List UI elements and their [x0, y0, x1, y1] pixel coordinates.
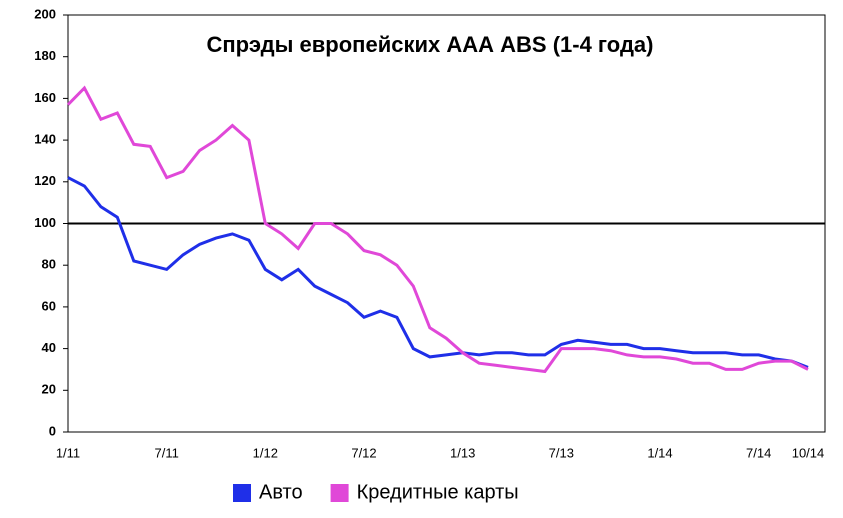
y-tick-label: 100 [34, 215, 56, 230]
x-tick-label: 1/12 [253, 445, 278, 460]
y-tick-label: 40 [42, 340, 56, 355]
y-tick-label: 60 [42, 298, 56, 313]
x-tick-label: 1/11 [56, 445, 80, 460]
y-tick-label: 120 [34, 173, 56, 188]
x-tick-label: 7/14 [746, 445, 771, 460]
y-tick-label: 0 [49, 423, 56, 438]
legend-swatch [233, 484, 251, 502]
x-tick-label: 1/13 [450, 445, 475, 460]
legend-label: Авто [259, 481, 303, 503]
y-tick-label: 140 [34, 132, 56, 147]
chart-title: Спрэды европейских ААА ABS (1-4 года) [207, 32, 654, 57]
y-tick-label: 200 [34, 6, 56, 21]
x-tick-label: 7/12 [351, 445, 376, 460]
y-tick-label: 160 [34, 90, 56, 105]
series-line [66, 85, 809, 374]
series-line [67, 176, 809, 369]
x-tick-label: 1/14 [647, 445, 672, 460]
y-tick-label: 180 [34, 48, 56, 63]
legend-label: Кредитные карты [357, 481, 519, 503]
legend-swatch [330, 484, 349, 502]
y-tick-label: 80 [42, 257, 56, 272]
x-tick-label: 7/11 [154, 445, 178, 460]
y-tick-label: 20 [42, 382, 56, 397]
x-tick-label: 10/14 [792, 445, 825, 460]
x-tick-label: 7/13 [549, 445, 574, 460]
